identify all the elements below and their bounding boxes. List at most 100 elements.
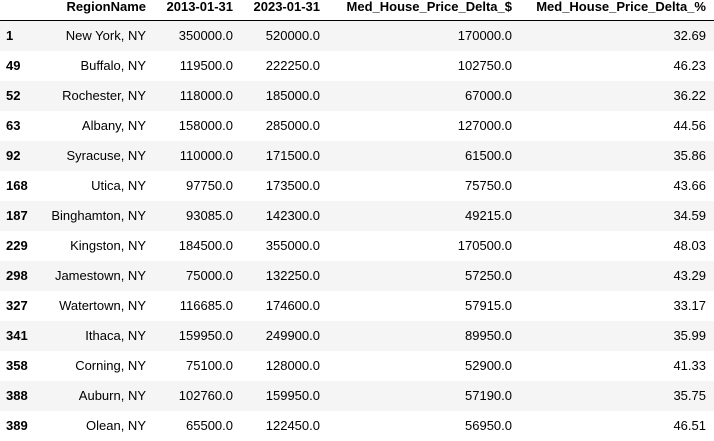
- header-price-delta-pct: Med_House_Price_Delta_%: [520, 0, 714, 21]
- cell-2013-01-31: 350000.0: [178, 28, 233, 44]
- header-price-delta-usd: Med_House_Price_Delta_$: [328, 0, 520, 21]
- table-header: RegionName 2013-01-31 2023-01-31 Med_Hou…: [0, 0, 714, 21]
- header-row: RegionName 2013-01-31 2023-01-31 Med_Hou…: [0, 0, 714, 21]
- cell-2013-01-31: 184500.0: [178, 238, 233, 253]
- cell-2023-01-31: 355000.0: [265, 238, 320, 253]
- cell-2023-01-31: 185000.0: [265, 88, 320, 103]
- table-row: 298 Jamestown, NY 75000.0 132250.0 57250.0 43…: [0, 260, 714, 291]
- cell-region-name: Syracuse, NY: [66, 148, 146, 163]
- table-row: 1 New York, NY 350000.0 520000.0 170000.0 32.…: [0, 20, 714, 51]
- row-index: 92: [6, 148, 21, 163]
- cell-2013-01-31: 102760.0: [178, 388, 233, 403]
- cell-2023-01-31: 171500.0: [265, 148, 320, 163]
- table-row: 358 Corning, NY 75100.0 128000.0 52900.0 41.3…: [0, 350, 714, 381]
- cell-price-delta-pct: 48.03: [673, 238, 706, 253]
- table-row: 187 Binghamton, NY 93085.0 142300.0 49215.0 3…: [0, 200, 714, 231]
- cell-price-delta-pct: 44.56: [673, 118, 706, 133]
- table-row: 92 Syracuse, NY 110000.0 171500.0 61500.0 35.…: [0, 140, 714, 171]
- cell-price-delta-pct: 41.33: [673, 358, 706, 373]
- cell-2023-01-31: 222250.0: [265, 58, 320, 73]
- cell-2023-01-31: 285000.0: [265, 118, 320, 133]
- cell-region-name: Auburn, NY: [78, 388, 146, 403]
- row-index: 341: [6, 328, 28, 343]
- header-2013-01-31: 2013-01-31: [154, 0, 241, 21]
- cell-region-name: Buffalo, NY: [80, 58, 146, 73]
- row-index: 298: [6, 268, 28, 283]
- header-2023-01-31: 2023-01-31: [241, 0, 328, 21]
- cell-2013-01-31: 110000.0: [179, 148, 233, 163]
- table-row: 49 Buffalo, NY 119500.0 222250.0 102750.0 46.…: [0, 50, 714, 81]
- cell-region-name: Binghamton, NY: [51, 208, 146, 223]
- cell-price-delta-usd: 170500.0: [457, 238, 512, 253]
- table-row: 389 Olean, NY 65500.0 122450.0 56950.0 46.51: [0, 410, 714, 441]
- cell-price-delta-pct: 46.23: [673, 58, 706, 73]
- table-row: 388 Auburn, NY 102760.0 159950.0 57190.0 35.7…: [0, 380, 714, 411]
- cell-2023-01-31: 122450.0: [265, 418, 320, 433]
- cell-2023-01-31: 249900.0: [265, 328, 320, 343]
- cell-2013-01-31: 65500.0: [186, 418, 233, 433]
- row-index: 389: [6, 418, 28, 433]
- cell-2023-01-31: 132250.0: [265, 268, 320, 283]
- cell-price-delta-pct: 32.69: [673, 28, 706, 44]
- cell-region-name: Watertown, NY: [59, 298, 146, 313]
- cell-price-delta-pct: 36.22: [673, 88, 706, 103]
- cell-price-delta-usd: 75750.0: [465, 178, 512, 193]
- cell-region-name: Rochester, NY: [62, 88, 146, 103]
- cell-price-delta-pct: 43.66: [673, 178, 706, 193]
- cell-price-delta-pct: 46.51: [673, 418, 706, 433]
- row-index: 63: [6, 118, 21, 133]
- cell-price-delta-usd: 127000.0: [457, 118, 512, 133]
- cell-price-delta-usd: 56950.0: [465, 418, 512, 433]
- cell-price-delta-usd: 67000.0: [465, 88, 512, 103]
- cell-region-name: Kingston, NY: [70, 238, 146, 253]
- table-row: 327 Watertown, NY 116685.0 174600.0 57915.0 3…: [0, 290, 714, 321]
- cell-region-name: Albany, NY: [81, 118, 146, 133]
- cell-price-delta-pct: 35.99: [673, 328, 706, 343]
- row-index: 168: [6, 178, 28, 193]
- cell-price-delta-pct: 35.86: [673, 148, 706, 163]
- table-row: 229 Kingston, NY 184500.0 355000.0 170500.0 4…: [0, 230, 714, 261]
- cell-region-name: New York, NY: [65, 28, 146, 44]
- cell-region-name: Corning, NY: [75, 358, 146, 373]
- row-index: 388: [6, 388, 28, 403]
- cell-price-delta-pct: 43.29: [673, 268, 706, 283]
- cell-2013-01-31: 159950.0: [178, 328, 233, 343]
- row-index: 49: [6, 58, 21, 73]
- cell-region-name: Jamestown, NY: [54, 268, 146, 283]
- cell-price-delta-pct: 33.17: [673, 298, 706, 313]
- cell-2023-01-31: 159950.0: [265, 388, 320, 403]
- cell-region-name: Olean, NY: [86, 418, 146, 433]
- cell-2013-01-31: 158000.0: [178, 118, 233, 133]
- table-row: 168 Utica, NY 97750.0 173500.0 75750.0 43.66: [0, 170, 714, 201]
- cell-price-delta-usd: 57915.0: [465, 298, 512, 313]
- table-row: 63 Albany, NY 158000.0 285000.0 127000.0 44.5…: [0, 110, 714, 141]
- table-body: 1 New York, NY 350000.0 520000.0 170000.0 32.…: [0, 20, 714, 441]
- cell-price-delta-usd: 61500.0: [465, 148, 512, 163]
- table-row: 341 Ithaca, NY 159950.0 249900.0 89950.0 35.9…: [0, 320, 714, 351]
- cell-2023-01-31: 128000.0: [265, 358, 320, 373]
- cell-2023-01-31: 520000.0: [265, 28, 320, 44]
- cell-region-name: Ithaca, NY: [85, 328, 146, 343]
- row-index: 52: [6, 88, 21, 103]
- cell-price-delta-usd: 102750.0: [457, 58, 512, 73]
- cell-2013-01-31: 119500.0: [179, 58, 233, 73]
- cell-2013-01-31: 93085.0: [186, 208, 233, 223]
- cell-price-delta-pct: 34.59: [673, 208, 706, 223]
- header-region-name: RegionName: [38, 0, 154, 21]
- header-index: [0, 0, 38, 21]
- cell-2013-01-31: 116685.0: [179, 298, 233, 313]
- cell-price-delta-pct: 35.75: [673, 388, 706, 403]
- cell-2023-01-31: 173500.0: [265, 178, 320, 193]
- cell-price-delta-usd: 57190.0: [465, 388, 512, 403]
- row-index: 327: [6, 298, 28, 313]
- table-row: 52 Rochester, NY 118000.0 185000.0 67000.0 36…: [0, 80, 714, 111]
- cell-price-delta-usd: 57250.0: [465, 268, 512, 283]
- cell-2013-01-31: 75000.0: [186, 268, 233, 283]
- cell-2013-01-31: 75100.0: [186, 358, 233, 373]
- row-index: 1: [6, 28, 14, 44]
- cell-price-delta-usd: 89950.0: [465, 328, 512, 343]
- row-index: 187: [6, 208, 28, 223]
- cell-region-name: Utica, NY: [91, 178, 146, 193]
- cell-2013-01-31: 118000.0: [179, 88, 233, 103]
